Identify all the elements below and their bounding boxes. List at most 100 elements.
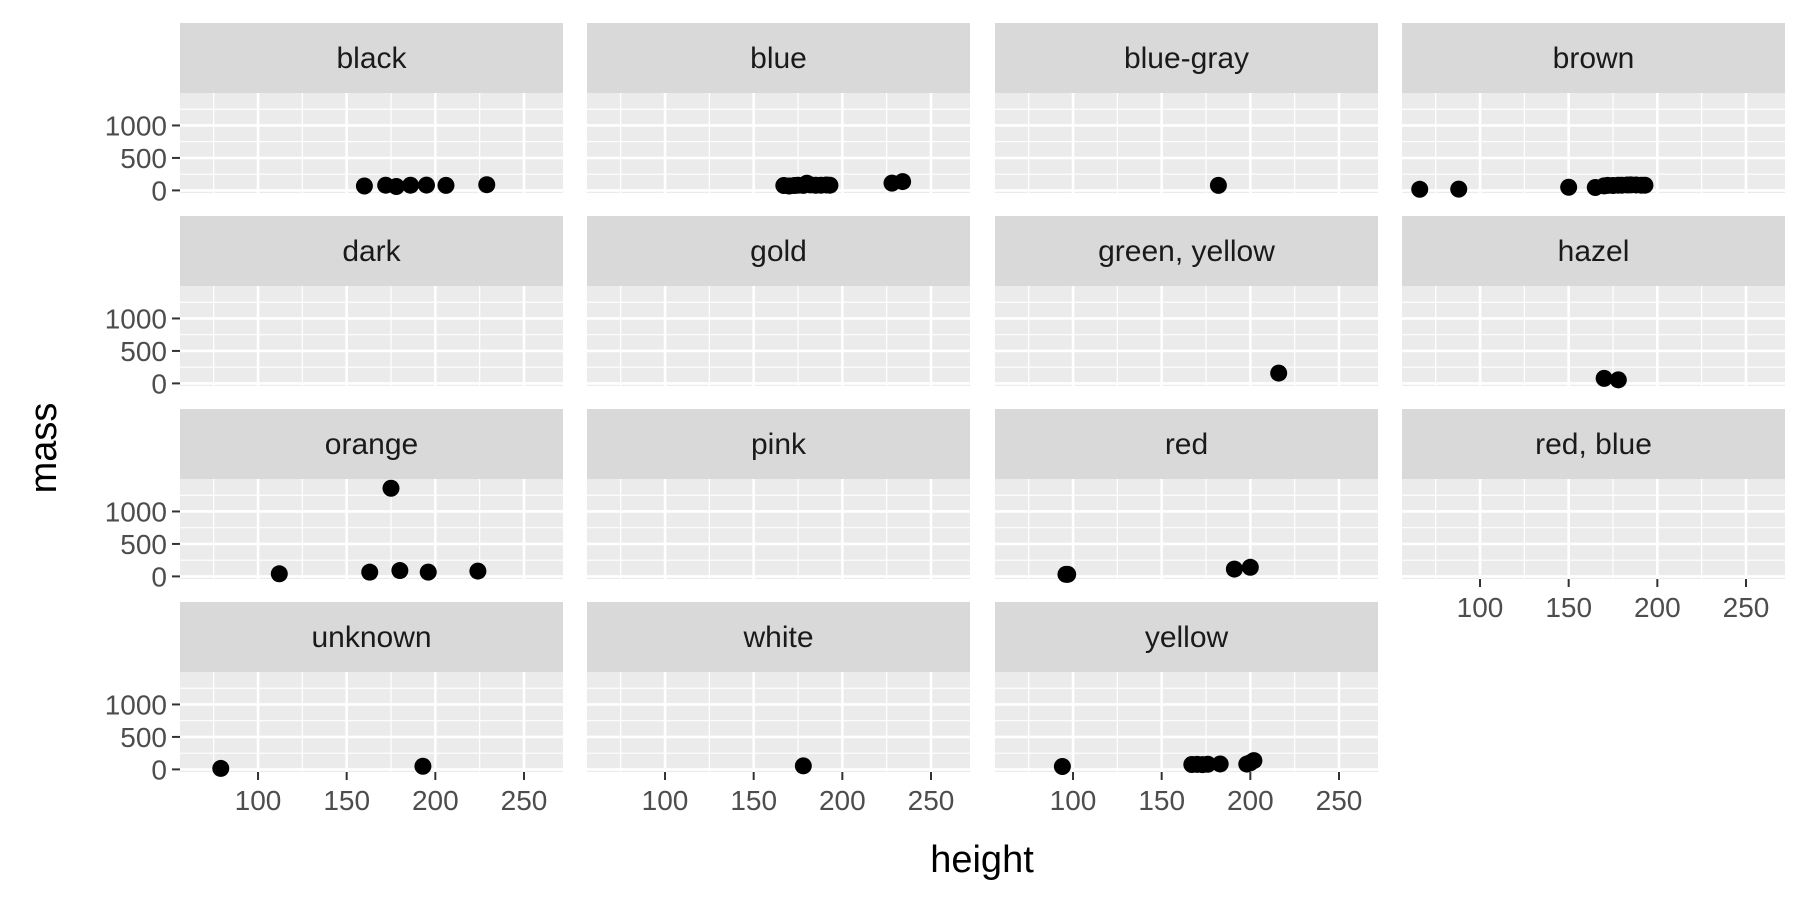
facet-strip-label: white [742,621,813,654]
panel-background [180,672,563,772]
y-tick-label: 1000 [105,303,167,334]
data-point [361,563,379,581]
facet-strip [1402,409,1785,479]
facet-panel-hazel: hazel [1402,216,1785,389]
panel-background [1402,286,1785,386]
facet-strip-label: orange [325,428,418,461]
panel-background [180,93,563,193]
x-tick-label: 200 [1634,592,1681,623]
x-tick-label: 100 [235,785,282,816]
facet-panel-blue: blue [587,23,970,195]
y-tick-label: 500 [120,336,167,367]
panel-background [587,286,970,386]
x-tick-label: 250 [501,785,548,816]
data-point [1450,180,1468,198]
facet-strip-label: brown [1553,42,1635,75]
data-point [469,562,487,580]
data-point [1059,565,1077,583]
x-tick-label: 150 [323,785,370,816]
data-point [1245,752,1263,770]
y-tick-label: 1000 [105,689,167,720]
facet-strip [180,409,563,479]
x-tick-label: 200 [1227,785,1274,816]
x-tick-label: 150 [730,785,777,816]
facet-panel-red-blue: red, blue 100 150 200 250 [1402,409,1785,623]
data-point [382,479,400,497]
facet-strip-label: green, yellow [1098,235,1275,268]
facet-strip-label: blue-gray [1124,42,1249,75]
facet-strip-label: hazel [1558,235,1630,268]
facet-strip [180,602,563,672]
facet-panel-blue-gray: blue-gray [995,23,1378,194]
facet-strip [180,23,563,93]
x-tick-label: 200 [819,785,866,816]
data-point [212,759,230,777]
data-point [1609,371,1627,389]
facet-strip [995,23,1378,93]
facet-panel-gold: gold [587,216,970,386]
data-point [417,176,435,194]
data-point [270,565,288,583]
panel-background [587,479,970,579]
facet-panel-green-yellow: green, yellow [995,216,1378,386]
facet-strip [995,409,1378,479]
x-tick-label: 250 [908,785,955,816]
facet-strip-label: blue [750,42,807,75]
x-tick-label: 100 [642,785,689,816]
data-point [894,173,912,191]
facet-strip [1402,216,1785,286]
data-point [1053,757,1071,775]
data-point [387,178,405,196]
facet-strip [587,23,970,93]
y-tick-label: 1000 [105,110,167,141]
data-point [419,563,437,581]
facet-strip [587,216,970,286]
y-tick-label: 0 [151,754,167,785]
facet-strip-label: red [1165,428,1208,461]
facet-strip [587,602,970,672]
facet-panel-brown: brown [1402,23,1785,198]
y-tick-label: 500 [120,143,167,174]
data-point [821,176,839,194]
x-tick-label: 250 [1316,785,1363,816]
facet-panel-pink: pink [587,409,970,579]
facet-strip-label: unknown [311,621,431,654]
panel-background [995,672,1378,772]
y-tick-label: 0 [151,175,167,206]
panel-background [1402,479,1785,579]
data-point [402,176,420,194]
data-point [355,177,373,195]
panel-background [180,286,563,386]
y-tick-label: 0 [151,368,167,399]
facet-strip [587,409,970,479]
y-tick-label: 1000 [105,496,167,527]
facet-strip [1402,23,1785,93]
data-point [794,757,812,775]
x-tick-label: 150 [1138,785,1185,816]
data-point [414,757,432,775]
facet-strip-label: dark [342,235,401,268]
data-point [478,176,496,194]
facet-strip-label: pink [751,428,807,461]
data-point [1211,755,1229,773]
panel-background [587,93,970,193]
facet-strip [180,216,563,286]
facet-strip-label: gold [750,235,807,268]
data-point [391,562,409,580]
facet-panel-white: white 100 150 200 250 [587,602,970,816]
data-point [437,176,455,194]
data-point [1636,176,1654,194]
facet-strip-label: red, blue [1535,428,1652,461]
x-tick-label: 100 [1050,785,1097,816]
panel-background [995,479,1378,579]
facet-strip [995,216,1378,286]
facet-panel-red: red [995,409,1378,583]
x-axis-title: height [930,839,1034,881]
x-tick-label: 200 [412,785,459,816]
